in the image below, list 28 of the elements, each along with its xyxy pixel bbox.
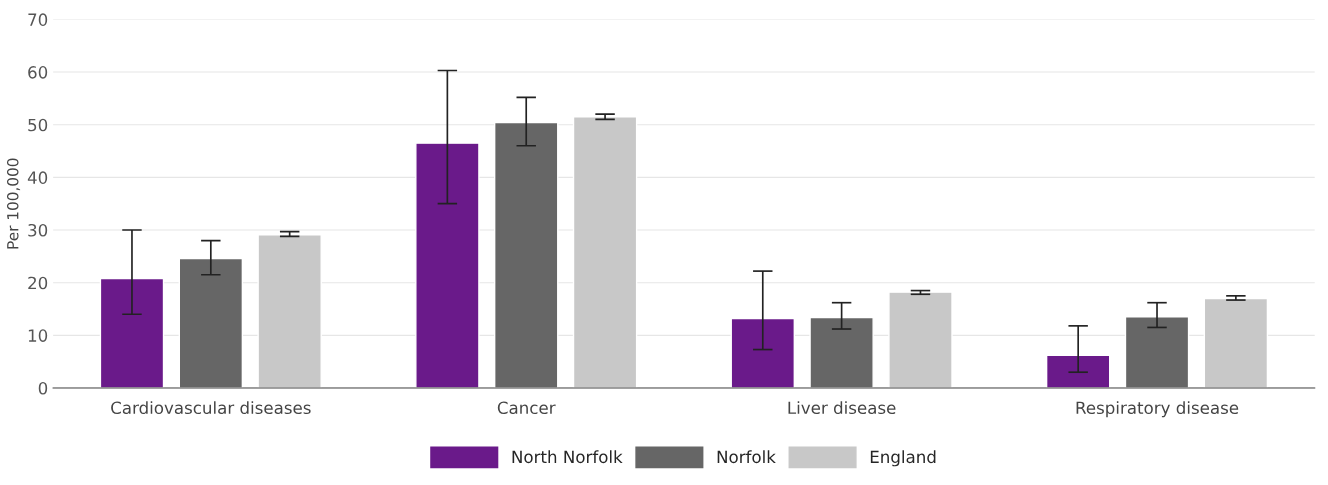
x-tick-label: Liver disease bbox=[788, 401, 896, 415]
bar bbox=[1124, 316, 1190, 388]
y-tick-label: 10 bbox=[28, 329, 48, 342]
bar bbox=[415, 142, 480, 388]
bar bbox=[1203, 297, 1269, 388]
y-tick-label: 30 bbox=[28, 223, 48, 237]
bar bbox=[99, 277, 165, 388]
bar bbox=[730, 317, 796, 388]
bar bbox=[257, 234, 322, 388]
bar bbox=[572, 116, 638, 388]
y-tick-label: 60 bbox=[28, 66, 48, 79]
legend-label: England bbox=[870, 450, 936, 467]
x-tick-label: Respiratory disease bbox=[1076, 401, 1239, 418]
legend-label: Norfolk bbox=[717, 450, 776, 464]
bar bbox=[888, 291, 953, 388]
legend-label: North Norfolk bbox=[512, 450, 623, 464]
x-tick-label: Cardiovascular diseases bbox=[111, 401, 311, 415]
y-tick-label: 50 bbox=[28, 118, 48, 132]
y-tick-label: 40 bbox=[27, 171, 48, 184]
bar bbox=[809, 316, 874, 388]
bar bbox=[1045, 354, 1111, 388]
y-tick-label: 0 bbox=[38, 381, 48, 395]
y-tick-label: 20 bbox=[28, 276, 48, 290]
y-axis-title: Per 100,000 bbox=[6, 158, 21, 249]
y-tick-label: 70 bbox=[28, 13, 48, 26]
bar bbox=[493, 121, 559, 388]
bar bbox=[178, 257, 244, 388]
x-tick-label: Cancer bbox=[497, 401, 556, 415]
